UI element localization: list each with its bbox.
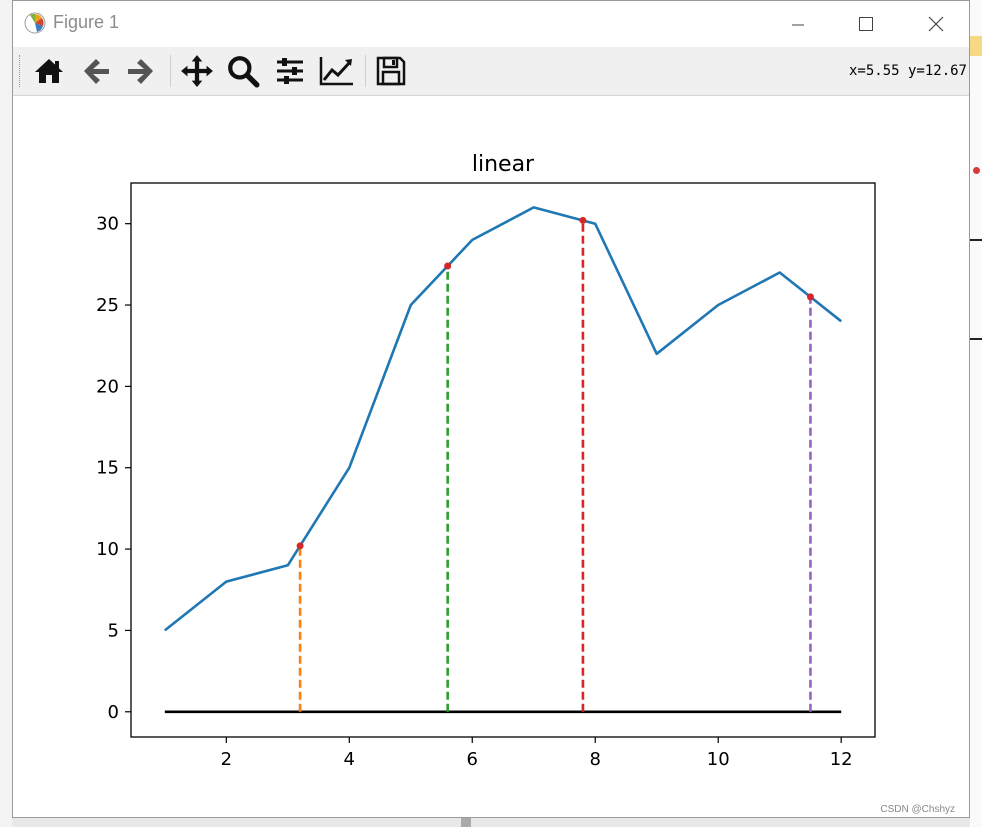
move-icon <box>181 55 213 87</box>
close-button[interactable] <box>901 1 971 46</box>
back-button[interactable] <box>76 53 116 89</box>
floppy-icon <box>376 56 406 86</box>
chart-title: linear <box>472 152 535 177</box>
figure-canvas[interactable]: linear 2 4 6 8 10 12 0 5 10 15 20 25 30 CSDN @Chshyz <box>13 96 969 817</box>
navigation-toolbar: x=5.55 y=12.67 <box>13 47 969 96</box>
background-left-strip <box>0 0 12 827</box>
data-point-2 <box>579 216 587 224</box>
y-tick-label: 0 <box>108 702 119 723</box>
matplotlib-logo-icon <box>24 12 46 34</box>
x-tick-label: 6 <box>467 749 478 770</box>
y-tick-label: 25 <box>96 295 119 316</box>
background-rule <box>970 338 982 340</box>
x-tick-label: 10 <box>707 749 730 770</box>
x-tick-label: 8 <box>590 749 601 770</box>
figure-window: Figure 1 <box>12 0 970 818</box>
forward-button[interactable] <box>121 53 161 89</box>
arrow-left-icon <box>84 59 109 84</box>
title-bar[interactable]: Figure 1 <box>13 1 969 46</box>
cursor-coordinates: x=5.55 y=12.67 <box>848 63 967 79</box>
background-scrollbar[interactable] <box>461 818 471 827</box>
background-bottom <box>12 818 970 827</box>
x-tick-label: 2 <box>221 749 232 770</box>
axes-frame <box>130 182 876 738</box>
y-tick-label: 5 <box>108 620 119 641</box>
toolbar-grip[interactable] <box>19 55 22 87</box>
sliders-icon <box>277 58 303 84</box>
x-tick-label: 4 <box>344 749 355 770</box>
data-point-1 <box>444 262 452 270</box>
toolbar-separator <box>170 55 171 87</box>
y-tick-label: 20 <box>96 376 119 397</box>
y-tick-label: 15 <box>96 458 119 479</box>
data-point-0 <box>296 542 304 550</box>
background-rule <box>970 239 982 241</box>
y-tick-label: 10 <box>96 539 119 560</box>
save-button[interactable] <box>371 53 411 89</box>
series-line-0 <box>163 206 843 632</box>
background-highlight <box>970 36 982 56</box>
subplots-button[interactable] <box>270 53 310 89</box>
watermark: CSDN @Chshyz <box>880 804 955 815</box>
background-dot <box>973 167 980 174</box>
y-tick-label: 30 <box>96 214 119 235</box>
x-tick-label: 12 <box>830 749 853 770</box>
window-title: Figure 1 <box>53 12 120 32</box>
data-point-3 <box>806 293 814 301</box>
pan-button[interactable] <box>177 53 217 89</box>
background-right-strip <box>970 0 982 827</box>
home-button[interactable] <box>29 53 69 89</box>
magnifier-icon <box>228 56 260 88</box>
line-chart-icon <box>319 57 353 86</box>
zoom-button[interactable] <box>223 53 263 89</box>
toolbar-separator <box>365 55 366 87</box>
home-icon <box>35 59 63 83</box>
arrow-right-icon <box>128 59 153 84</box>
edit-axis-button[interactable] <box>317 53 357 89</box>
maximize-icon <box>859 16 873 31</box>
line-chart[interactable]: linear 2 4 6 8 10 12 0 5 10 15 20 25 30 <box>13 96 969 817</box>
maximize-button[interactable] <box>831 1 901 46</box>
minimize-icon <box>792 24 804 25</box>
close-icon <box>928 16 944 31</box>
minimize-button[interactable] <box>763 1 833 46</box>
